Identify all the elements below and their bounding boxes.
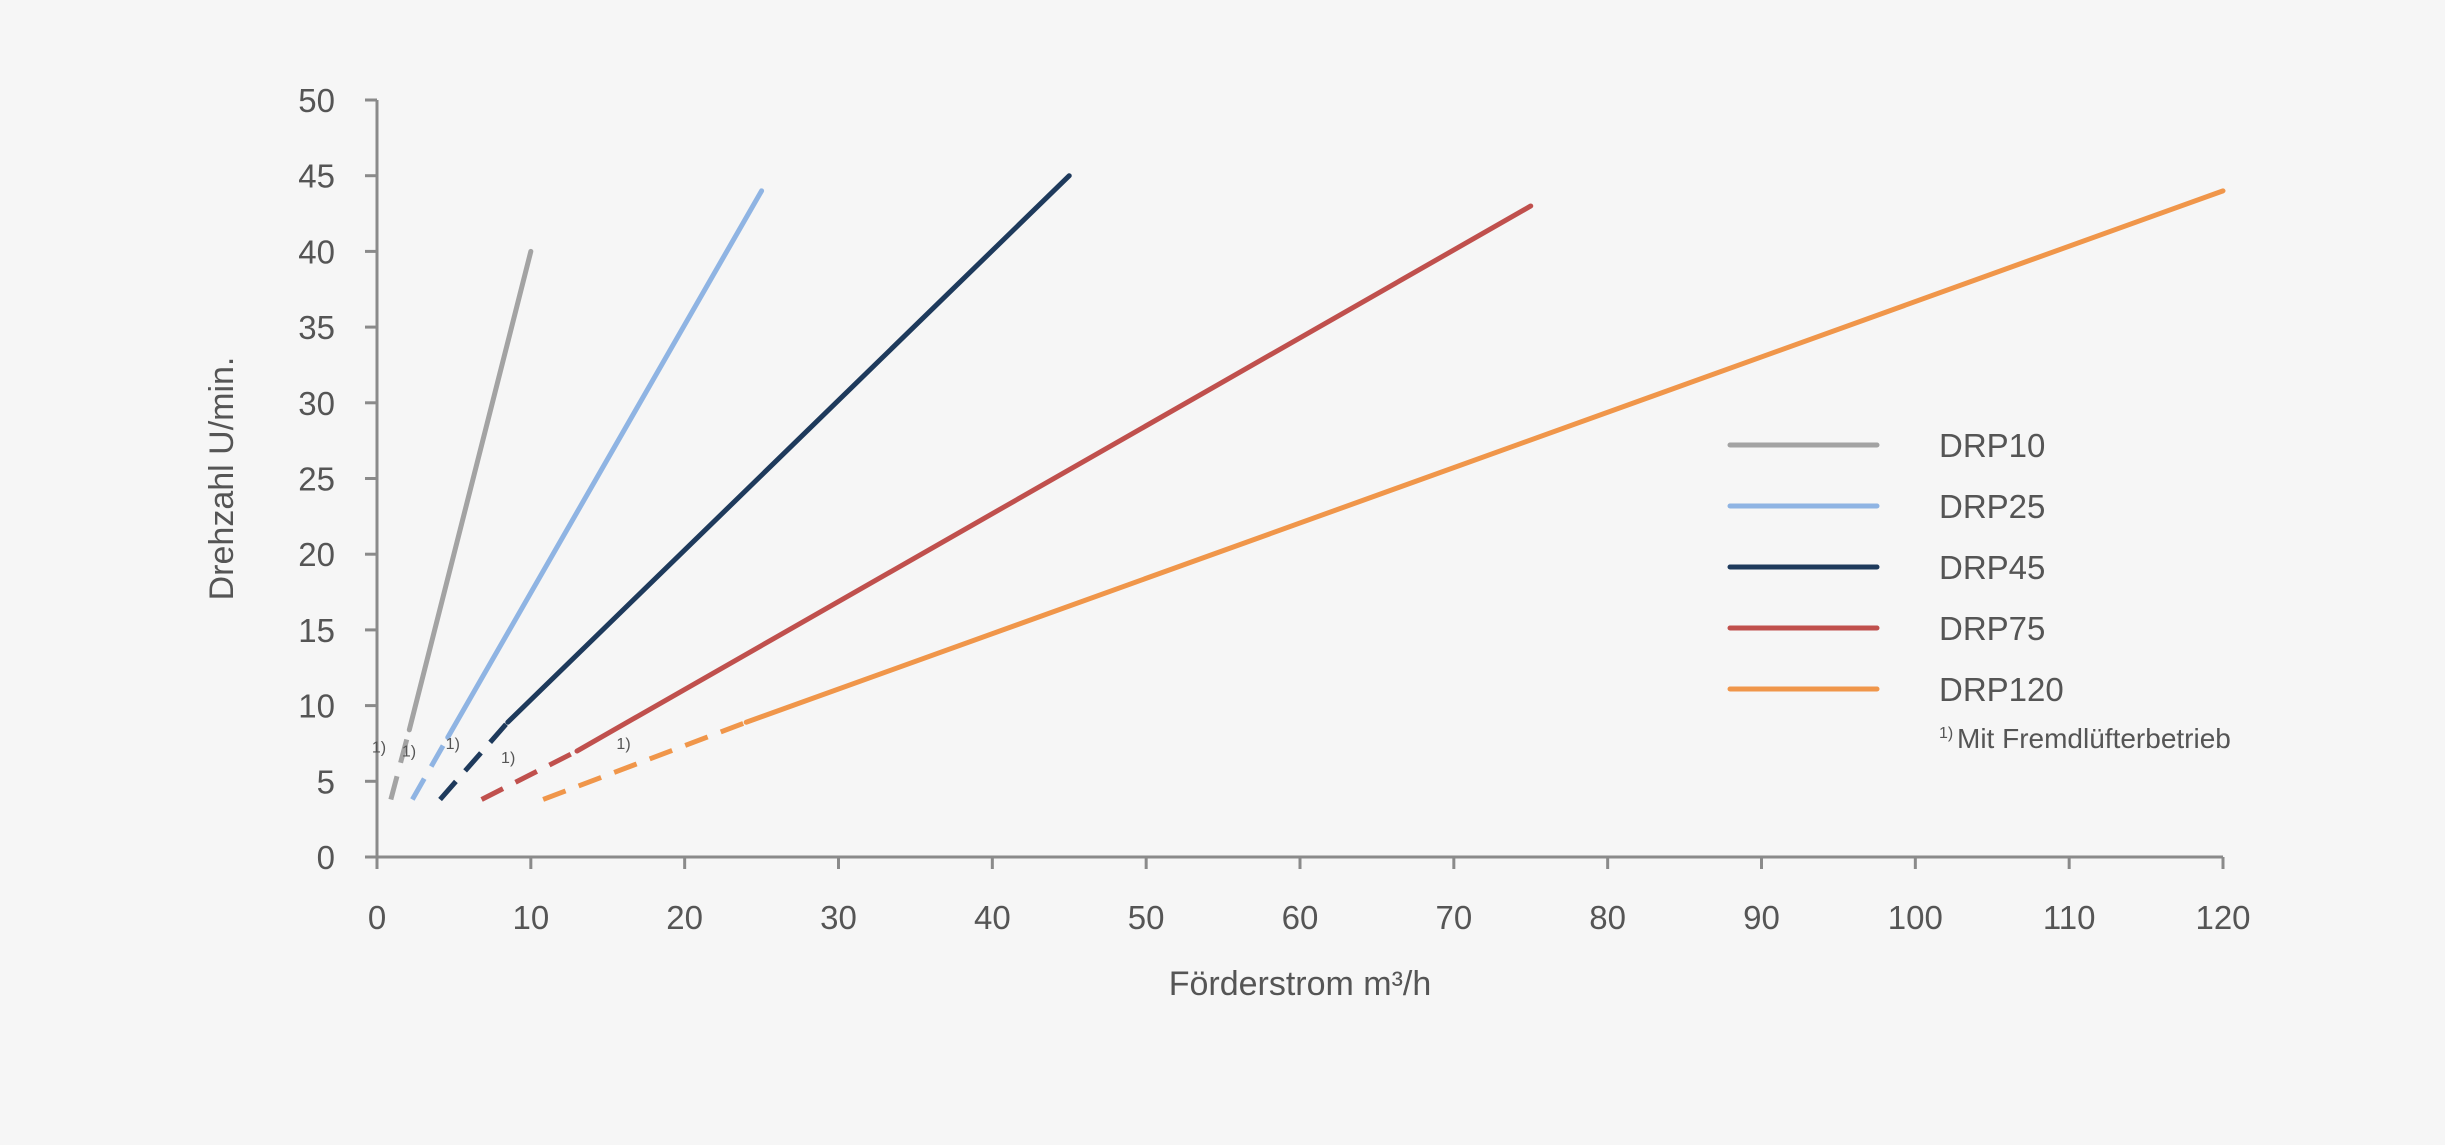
- footnote-marker: 1): [616, 736, 630, 753]
- y-tick-label: 50: [298, 82, 335, 119]
- legend-label-drp120: DRP120: [1939, 671, 2064, 708]
- x-tick-label: 110: [2043, 899, 2096, 936]
- axes: 0 5 10 15 20 25 30 35 40 45 50 0 10 20 30 40 50 60 70 80 90 1…: [203, 82, 2251, 1003]
- x-tick-label: 60: [1282, 899, 1319, 936]
- series-line-dashed-drp25: [410, 736, 450, 801]
- y-tick-label: 45: [298, 158, 335, 195]
- series-line-dashed-drp75: [480, 748, 579, 802]
- y-tick-label: 20: [298, 536, 335, 573]
- series-lines: [388, 173, 2226, 802]
- x-tick-label: 40: [974, 899, 1011, 936]
- series-line-dashed-drp10: [388, 729, 412, 801]
- x-tick-label: 100: [1888, 899, 1943, 936]
- y-tick-label: 15: [298, 612, 335, 649]
- series-line-dashed-drp45: [438, 720, 510, 802]
- series-line-drp75: [574, 203, 1534, 754]
- series-line-drp120: [743, 188, 2226, 725]
- x-axis-title: Förderstrom m³/h: [1169, 965, 1432, 1003]
- footnote-marker: 1): [402, 743, 416, 760]
- legend: DRP10 DRP25 DRP45 DRP75 DRP120 1) Mit Fremdlüf…: [1727, 427, 2231, 754]
- annotation-marker: 1): [1939, 725, 1953, 742]
- annotation-text: Mit Fremdlüfterbetrieb: [1957, 723, 2231, 754]
- series-line-drp45: [505, 173, 1072, 725]
- y-tick-label: 5: [317, 763, 335, 800]
- y-tick-label: 10: [298, 688, 335, 725]
- series-line-drp10: [406, 248, 534, 733]
- y-tick-label: 0: [317, 839, 335, 876]
- y-tick-label: 25: [298, 461, 335, 498]
- x-tick-label: 30: [820, 899, 857, 936]
- footnote-markers: 1) 1) 1) 1) 1): [372, 736, 631, 767]
- y-tick-label: 40: [298, 233, 335, 270]
- y-axis-title: Drehzahl U/min.: [203, 357, 241, 601]
- legend-label-drp45: DRP45: [1939, 549, 2045, 586]
- x-tick-label: 0: [368, 899, 386, 936]
- series-line-dashed-drp120: [542, 719, 748, 802]
- legend-label-drp10: DRP10: [1939, 427, 2045, 464]
- x-tick-label: 50: [1128, 899, 1165, 936]
- footnote-marker: 1): [501, 750, 515, 767]
- series-line-drp25: [445, 188, 765, 740]
- legend-label-drp75: DRP75: [1939, 610, 2045, 647]
- y-tick-label: 30: [298, 385, 335, 422]
- footnote-marker: 1): [446, 736, 460, 753]
- y-tick-label: 35: [298, 309, 335, 346]
- x-tick-label: 80: [1589, 899, 1626, 936]
- footnote-marker: 1): [372, 740, 386, 757]
- x-tick-label: 90: [1743, 899, 1780, 936]
- legend-label-drp25: DRP25: [1939, 488, 2045, 525]
- x-tick-label: 20: [666, 899, 703, 936]
- x-tick-label: 70: [1435, 899, 1472, 936]
- x-tick-label: 120: [2195, 899, 2250, 936]
- x-tick-label: 10: [512, 899, 549, 936]
